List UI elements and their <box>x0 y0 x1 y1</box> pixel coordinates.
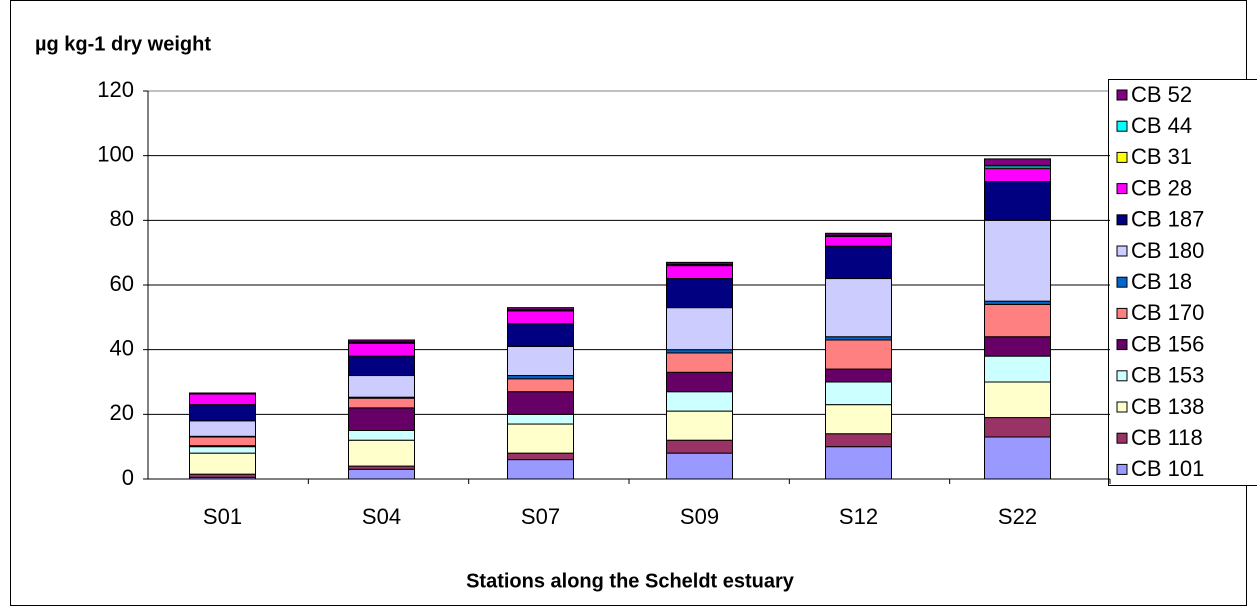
bar-segment <box>984 219 1051 302</box>
bar-segment <box>666 265 733 280</box>
legend-swatch <box>1116 120 1128 132</box>
x-tick-label: S09 <box>680 504 719 529</box>
legend-swatch <box>1116 89 1128 101</box>
legend-label: CB 187 <box>1131 207 1204 232</box>
x-axis-label: Stations along the Scheldt estuary <box>466 570 795 592</box>
bar-segment <box>666 278 733 309</box>
bar-segment <box>984 381 1051 419</box>
bar-segment <box>666 307 733 351</box>
bar-segment <box>825 236 892 247</box>
bar-segment <box>666 261 733 265</box>
bar-segment <box>666 439 733 454</box>
legend-label: CB 31 <box>1131 144 1192 169</box>
bar-segment <box>984 158 1051 166</box>
y-tick-label: 0 <box>122 465 134 490</box>
legend-swatch <box>1116 401 1128 413</box>
bar-segment <box>189 392 256 395</box>
bar-segment <box>825 339 892 370</box>
legend-label: CB 138 <box>1131 394 1204 419</box>
legend-box <box>1108 79 1257 486</box>
bar-segment <box>348 375 415 398</box>
bar-segment <box>348 430 415 441</box>
legend-swatch <box>1116 214 1128 226</box>
bar-segment <box>666 352 733 373</box>
x-tick-label: S22 <box>998 504 1037 529</box>
legend-label: CB 101 <box>1131 456 1204 481</box>
bar-segment <box>189 436 256 447</box>
chart-title: µg kg-1 dry weight <box>35 33 211 55</box>
bar-segment <box>189 404 256 422</box>
bar-segment <box>507 459 574 480</box>
legend-swatch <box>1116 432 1128 444</box>
bar-segment <box>984 303 1051 338</box>
bar-segment <box>348 397 415 409</box>
legend-swatch <box>1116 276 1128 288</box>
bar-segment <box>825 232 892 236</box>
legend-swatch <box>1116 339 1128 351</box>
bar-segment <box>984 336 1051 357</box>
legend-label: CB 52 <box>1131 82 1192 107</box>
bar-segment <box>348 439 415 467</box>
bar-segment <box>348 407 415 432</box>
bar-segment <box>507 378 574 393</box>
y-tick-label: 80 <box>110 206 134 231</box>
bar-segment <box>666 391 733 412</box>
x-tick-label: S01 <box>203 504 242 529</box>
bar-segment <box>189 393 256 406</box>
bar-segment <box>666 371 733 393</box>
bar-segment <box>825 368 892 383</box>
legend-swatch <box>1116 307 1128 319</box>
bar-segment <box>507 452 574 461</box>
legend-label: CB 156 <box>1131 331 1204 356</box>
bar-segment <box>984 355 1051 383</box>
y-tick-label: 120 <box>97 77 134 102</box>
x-tick-label: S07 <box>521 504 560 529</box>
y-tick-label: 40 <box>110 335 134 360</box>
legend-swatch <box>1116 183 1128 195</box>
legend-swatch <box>1116 151 1128 163</box>
legend-swatch <box>1116 370 1128 382</box>
bar-segment <box>825 404 892 435</box>
bar-segment <box>984 181 1051 221</box>
bar-segment <box>825 433 892 448</box>
bar-segment <box>348 355 415 377</box>
legend-label: CB 170 <box>1131 300 1204 325</box>
legend-swatch <box>1116 463 1128 475</box>
x-tick-label: S04 <box>362 504 401 529</box>
bar-segment <box>507 345 574 377</box>
bar-segment <box>348 342 415 357</box>
y-tick-label: 60 <box>110 271 134 296</box>
bar-segment <box>507 307 574 311</box>
bar-segment <box>984 168 1051 183</box>
bar-segment <box>825 381 892 406</box>
bar-segment <box>666 410 733 441</box>
y-tick-label: 100 <box>97 141 134 166</box>
legend-label: CB 180 <box>1131 238 1204 263</box>
legend-swatch <box>1116 245 1128 257</box>
bar-segment <box>666 452 733 480</box>
bar-segment <box>507 391 574 415</box>
bar-segment <box>825 446 892 480</box>
legend-label: CB 28 <box>1131 175 1192 200</box>
bar-segment <box>507 423 574 454</box>
bar-segment <box>348 468 415 480</box>
x-tick-label: S12 <box>839 504 878 529</box>
bar-segment <box>507 413 574 425</box>
legend-label: CB 18 <box>1131 269 1192 294</box>
bar-segment <box>348 339 415 343</box>
bar-segment <box>189 446 256 454</box>
bar-segment <box>189 420 256 437</box>
bar-segment <box>825 245 892 280</box>
bar-segment <box>984 417 1051 438</box>
bar-segment <box>189 452 256 475</box>
bar-segment <box>984 436 1051 480</box>
legend-label: CB 118 <box>1131 425 1203 450</box>
y-tick-label: 20 <box>110 400 134 425</box>
bar-segment <box>825 278 892 338</box>
bar-segment <box>507 310 574 325</box>
bar-segment <box>507 323 574 347</box>
legend-label: CB 44 <box>1131 113 1192 138</box>
legend-label: CB 153 <box>1131 363 1204 388</box>
